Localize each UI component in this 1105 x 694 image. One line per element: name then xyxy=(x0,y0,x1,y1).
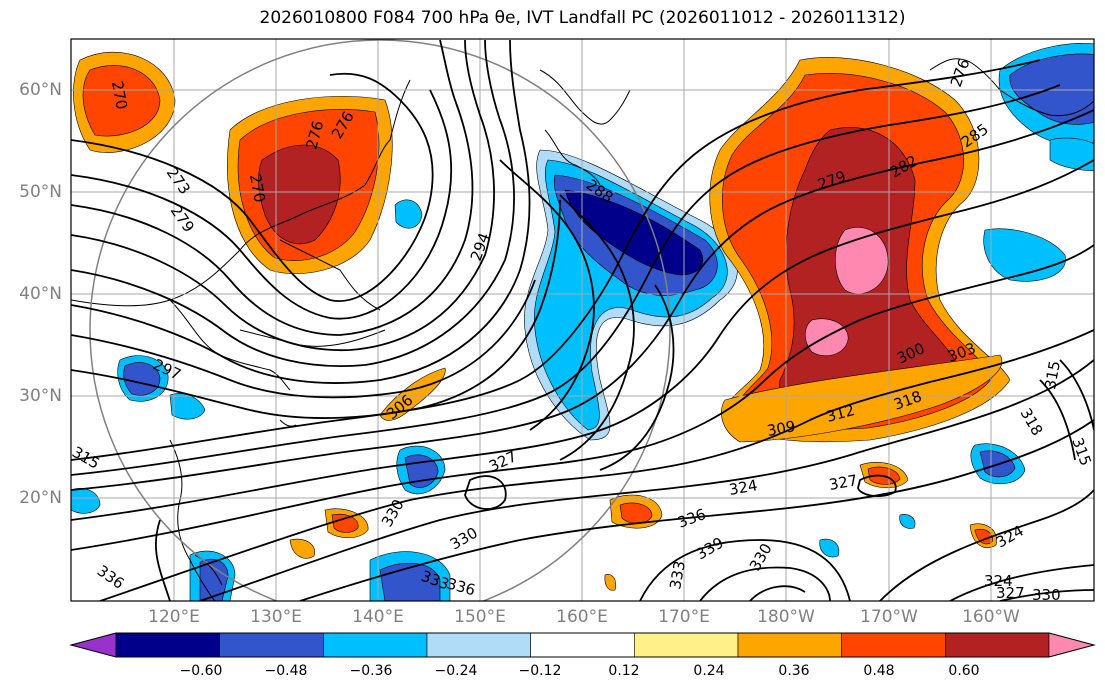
contour-label: 327 xyxy=(828,471,859,494)
colorbar-segment xyxy=(945,632,1050,658)
colorbar-tick-label: −0.24 xyxy=(434,663,478,679)
contour-label: 333 xyxy=(666,559,689,590)
colorbar-tick-label: −0.12 xyxy=(518,663,562,679)
colorbar-segment xyxy=(115,632,220,658)
colorbar-tick-label: 0.48 xyxy=(863,663,895,679)
colorbar-segment xyxy=(219,632,324,658)
lat-label: 40°N xyxy=(19,284,62,304)
contour-label: 330 xyxy=(1032,586,1061,604)
colorbar-segment xyxy=(426,632,531,658)
colorbar-segment xyxy=(841,632,946,658)
gridlines xyxy=(71,39,1094,601)
lon-label: 130°E xyxy=(250,607,302,627)
lat-label: 30°N xyxy=(19,386,62,406)
contour-label: 324 xyxy=(728,476,759,499)
contour-label: 270 xyxy=(108,80,131,111)
lon-label: 170°E xyxy=(658,607,710,627)
colorbar-extend-left xyxy=(69,632,117,658)
colorbar-outline xyxy=(69,632,1096,658)
contour-label: 309 xyxy=(766,417,797,440)
theta-e-contours xyxy=(71,39,1094,601)
lon-label: 160°W xyxy=(962,607,1020,627)
lat-label: 60°N xyxy=(19,80,62,100)
lat-label: 20°N xyxy=(19,488,62,508)
colorbar-segment xyxy=(634,632,739,658)
lat-label: 50°N xyxy=(19,182,62,202)
lon-label: 170°W xyxy=(860,607,918,627)
colorbar-tick-label: 0.24 xyxy=(693,663,725,679)
contour-label: 324 xyxy=(984,572,1013,590)
lon-label: 120°E xyxy=(148,607,200,627)
colorbar-tick-label: 0.60 xyxy=(948,663,980,679)
contour-label: 270 xyxy=(246,173,269,204)
colorbar-segment xyxy=(530,632,635,658)
colorbar-segment xyxy=(737,632,842,658)
lon-label: 160°E xyxy=(556,607,608,627)
contour-label: 327 xyxy=(996,584,1025,602)
lon-label: 180°W xyxy=(757,607,815,627)
lon-label: 140°E xyxy=(352,607,404,627)
colorbar-tick-label: −0.60 xyxy=(179,663,223,679)
landfall-circle xyxy=(89,39,671,601)
plot-title: 2026010800 F084 700 hPa θe, IVT Landfall… xyxy=(259,8,906,28)
colorbar-tick-label: −0.48 xyxy=(264,663,308,679)
colorbar-tick-label: 0.36 xyxy=(778,663,810,679)
colorbar-segment xyxy=(323,632,428,658)
colorbar-tick-label: −0.36 xyxy=(349,663,393,679)
colorbar-tick-label: 0.12 xyxy=(608,663,640,679)
colorbar-extend-right xyxy=(1048,632,1096,658)
contour-label: 315 xyxy=(1041,359,1064,390)
lon-label: 150°E xyxy=(454,607,506,627)
